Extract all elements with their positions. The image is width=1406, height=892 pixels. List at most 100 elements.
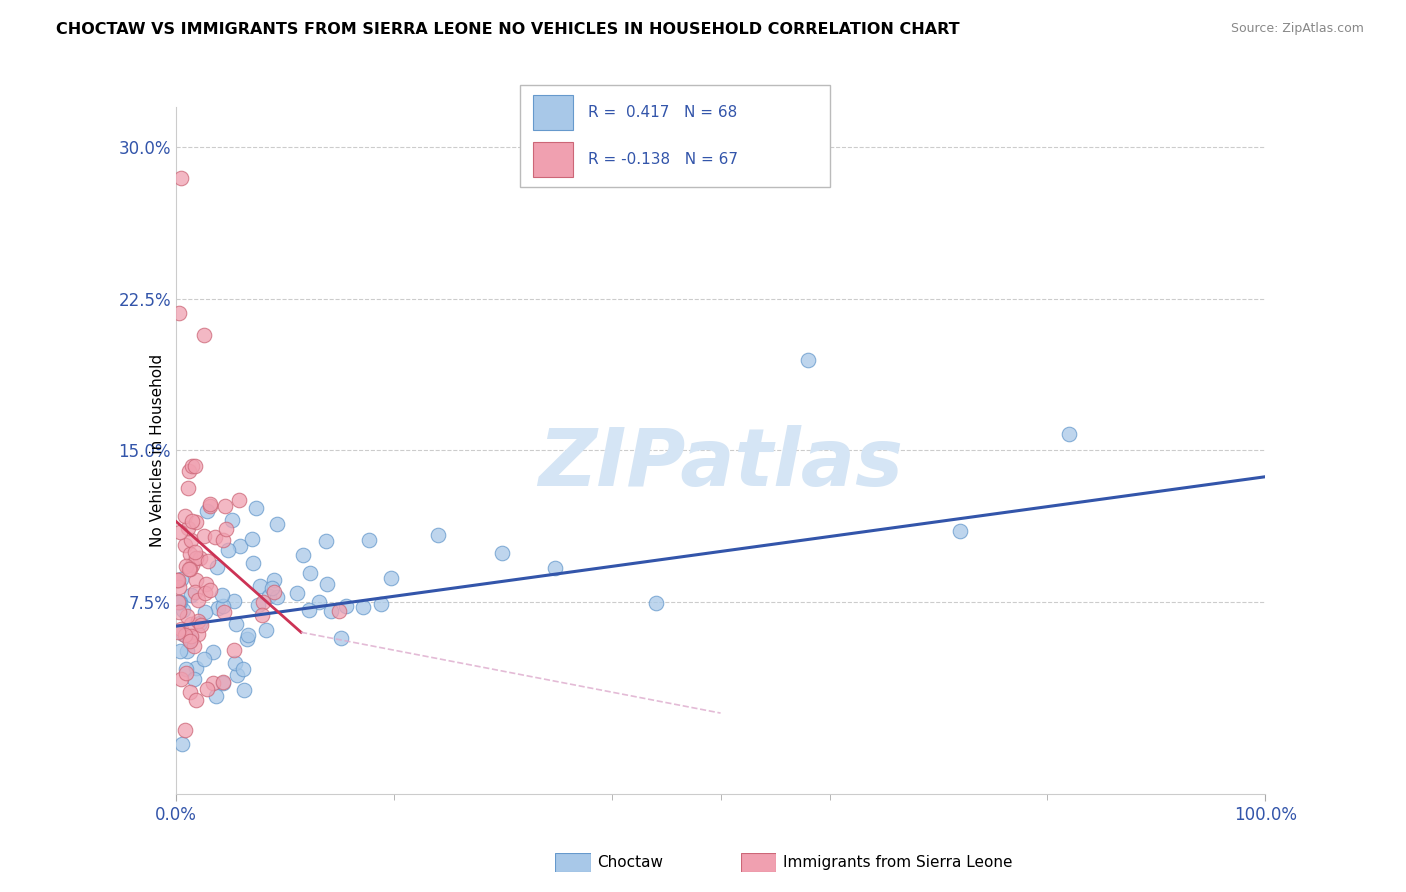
Point <box>188 615 211 630</box>
Point <box>193 652 215 666</box>
Text: R = -0.138   N = 67: R = -0.138 N = 67 <box>588 153 738 167</box>
Point <box>187 627 209 641</box>
Point <box>166 573 188 587</box>
Point <box>177 521 200 535</box>
Point <box>266 517 288 532</box>
Point <box>250 607 273 622</box>
Point <box>180 629 202 643</box>
Point <box>645 597 668 611</box>
Point <box>204 530 226 544</box>
Point <box>187 614 209 628</box>
Text: CHOCTAW VS IMMIGRANTS FROM SIERRA LEONE NO VEHICLES IN HOUSEHOLD CORRELATION CHA: CHOCTAW VS IMMIGRANTS FROM SIERRA LEONE … <box>56 22 960 37</box>
Point <box>167 580 190 594</box>
Point <box>224 656 246 670</box>
Point <box>174 509 197 524</box>
Point <box>212 676 235 690</box>
FancyBboxPatch shape <box>520 85 830 187</box>
Point <box>228 492 250 507</box>
Point <box>224 594 246 608</box>
Point <box>174 559 197 574</box>
Point <box>315 576 337 591</box>
Point <box>179 562 201 576</box>
Point <box>193 529 215 543</box>
Point <box>246 599 269 613</box>
Point <box>169 594 191 608</box>
Point <box>263 585 285 599</box>
Point <box>184 660 207 674</box>
Point <box>179 633 201 648</box>
Point <box>242 533 264 547</box>
Point <box>205 560 228 574</box>
Point <box>184 515 207 529</box>
Point <box>177 464 200 478</box>
Point <box>170 170 193 185</box>
Point <box>179 547 201 561</box>
Point <box>170 573 193 587</box>
Text: Source: ZipAtlas.com: Source: ZipAtlas.com <box>1230 22 1364 36</box>
Point <box>169 644 191 658</box>
Point <box>194 586 217 600</box>
Point <box>201 675 224 690</box>
Point <box>183 639 205 653</box>
Point <box>335 599 357 614</box>
Point <box>225 668 247 682</box>
Point <box>180 558 202 572</box>
Point <box>380 572 402 586</box>
Point <box>229 540 252 554</box>
Point <box>370 597 392 611</box>
Point <box>187 593 209 607</box>
Point <box>180 588 202 602</box>
Point <box>215 523 238 537</box>
Point <box>260 581 283 595</box>
Point <box>315 534 337 549</box>
Point <box>212 675 235 690</box>
Point <box>328 604 350 618</box>
Point <box>225 616 247 631</box>
Text: Immigrants from Sierra Leone: Immigrants from Sierra Leone <box>783 855 1012 870</box>
Point <box>181 458 204 473</box>
Point <box>242 556 264 570</box>
Point <box>266 591 288 605</box>
Point <box>200 496 222 510</box>
Point <box>212 606 235 620</box>
Point <box>177 562 200 576</box>
Point <box>491 546 513 560</box>
Point <box>194 577 217 591</box>
Point <box>173 628 195 642</box>
Point <box>179 685 201 699</box>
Point <box>330 631 353 645</box>
Point <box>172 603 194 617</box>
Point <box>184 458 207 473</box>
Point <box>221 513 243 527</box>
Point <box>184 573 207 587</box>
Point <box>207 601 229 615</box>
Point <box>167 306 190 320</box>
Point <box>252 595 274 609</box>
Point <box>167 594 190 608</box>
Point <box>352 599 374 614</box>
Point <box>292 548 315 562</box>
Point <box>183 672 205 686</box>
Point <box>169 622 191 636</box>
Point <box>200 499 222 513</box>
Y-axis label: No Vehicles in Household: No Vehicles in Household <box>149 354 165 547</box>
Point <box>167 595 190 609</box>
Text: Choctaw: Choctaw <box>598 855 664 870</box>
Point <box>184 693 207 707</box>
Text: ZIPatlas: ZIPatlas <box>538 425 903 503</box>
Point <box>180 533 202 547</box>
Point <box>193 328 215 343</box>
Point <box>257 589 280 603</box>
Point <box>180 632 202 647</box>
FancyBboxPatch shape <box>555 853 591 872</box>
Point <box>232 662 254 676</box>
Point <box>796 352 818 367</box>
Point <box>224 643 246 657</box>
Point <box>245 501 267 516</box>
Point <box>285 586 308 600</box>
Point <box>238 628 260 642</box>
Point <box>195 682 218 697</box>
Point <box>169 525 191 540</box>
Point <box>188 551 211 566</box>
Point <box>299 566 322 580</box>
